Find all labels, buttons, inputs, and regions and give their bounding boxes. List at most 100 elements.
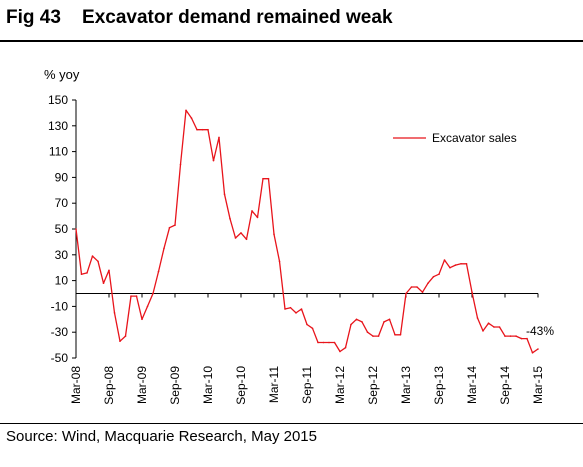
data-point xyxy=(322,341,325,344)
x-tick-label: Sep-09 xyxy=(168,366,182,405)
data-point xyxy=(537,348,539,350)
data-point xyxy=(201,128,204,131)
data-point xyxy=(152,292,154,295)
x-tick-label: Mar-10 xyxy=(201,366,215,404)
data-point xyxy=(339,350,341,353)
data-point xyxy=(289,306,292,309)
data-point xyxy=(273,233,275,235)
data-point xyxy=(361,321,363,323)
legend-label: Excavator sales xyxy=(432,131,517,145)
data-point xyxy=(377,335,380,337)
x-tick-label: Sep-13 xyxy=(432,366,446,405)
data-point xyxy=(515,335,517,337)
data-point xyxy=(344,346,347,349)
data-point xyxy=(157,270,160,273)
data-point xyxy=(207,128,209,131)
data-point xyxy=(405,292,407,295)
x-tick-label: Mar-08 xyxy=(69,366,83,404)
data-point xyxy=(179,163,182,166)
data-point xyxy=(498,326,501,328)
data-point xyxy=(278,260,281,263)
data-point xyxy=(135,295,138,297)
y-tick-label: 90 xyxy=(55,170,69,184)
data-point xyxy=(223,193,226,195)
y-axis: 150 130 110 90 70 50 30 10 -10 -30 -50 xyxy=(48,93,76,365)
data-point xyxy=(163,247,165,250)
data-point xyxy=(267,177,270,180)
figure-number: Fig 43 xyxy=(6,7,61,28)
y-tick-label: -30 xyxy=(51,325,69,339)
y-tick-label: 110 xyxy=(49,145,68,159)
data-point xyxy=(493,326,495,328)
data-point xyxy=(75,228,77,230)
x-tick-label: Mar-11 xyxy=(267,366,281,403)
data-point xyxy=(438,273,440,275)
data-point xyxy=(432,275,435,278)
data-point xyxy=(185,109,187,112)
data-point xyxy=(80,273,83,275)
data-point xyxy=(350,323,352,326)
figure-title: Fig 43 Excavator demand remained weak xyxy=(6,7,393,29)
data-point xyxy=(141,318,143,321)
data-point xyxy=(454,264,457,266)
data-point xyxy=(416,286,418,288)
data-point xyxy=(443,259,446,261)
data-point xyxy=(108,269,110,272)
y-tick-label: 130 xyxy=(48,119,68,133)
data-point xyxy=(460,263,462,265)
data-point xyxy=(399,334,402,336)
line-chart: % yoy 150 130 110 90 70 50 30 10 -10 -30 -50 Mar-0… xyxy=(44,67,554,405)
data-point xyxy=(383,321,385,323)
data-point xyxy=(388,318,391,321)
data-point xyxy=(119,340,121,343)
data-point xyxy=(300,308,303,310)
data-point xyxy=(256,216,259,219)
y-tick-label: 150 xyxy=(48,93,68,107)
annotation-label: -43% xyxy=(526,324,554,338)
data-point xyxy=(421,291,424,293)
data-point xyxy=(284,308,286,310)
data-point xyxy=(245,238,248,241)
data-point xyxy=(168,226,171,229)
source-rule xyxy=(0,423,583,424)
data-point xyxy=(504,335,506,337)
data-point xyxy=(427,282,429,284)
data-point xyxy=(240,232,242,234)
x-tick-label: Sep-08 xyxy=(102,366,116,405)
data-point xyxy=(476,317,479,319)
data-point xyxy=(465,263,468,265)
data-point xyxy=(124,335,127,337)
data-point xyxy=(311,327,314,330)
title-rule xyxy=(0,40,583,42)
series-points xyxy=(75,109,539,354)
data-point xyxy=(86,272,88,274)
data-point xyxy=(328,341,330,344)
excavator-sales-line xyxy=(75,109,539,354)
data-point xyxy=(394,334,396,336)
data-point xyxy=(190,117,193,119)
data-point xyxy=(372,335,374,337)
y-tick-label: -50 xyxy=(51,351,69,365)
data-point xyxy=(317,341,319,344)
x-tick-label: Mar-09 xyxy=(135,366,149,404)
x-tick-label: Sep-11 xyxy=(300,366,314,404)
data-point xyxy=(509,335,512,337)
data-point xyxy=(487,322,490,325)
data-point xyxy=(410,286,413,288)
data-point xyxy=(196,128,198,131)
y-tick-label: -10 xyxy=(51,299,69,313)
data-point xyxy=(130,295,132,297)
data-point xyxy=(251,210,253,212)
data-point xyxy=(531,352,534,354)
data-point xyxy=(520,337,523,340)
data-point xyxy=(212,159,215,162)
y-tick-label: 10 xyxy=(55,274,69,288)
x-tick-label: Mar-12 xyxy=(333,366,347,404)
data-point xyxy=(306,323,308,326)
data-point xyxy=(229,217,231,220)
data-point xyxy=(146,305,149,308)
source-note: Source: Wind, Macquarie Research, May 20… xyxy=(6,428,317,445)
data-point xyxy=(234,237,237,239)
x-tick-label: Sep-12 xyxy=(366,366,380,405)
data-point xyxy=(97,260,99,263)
